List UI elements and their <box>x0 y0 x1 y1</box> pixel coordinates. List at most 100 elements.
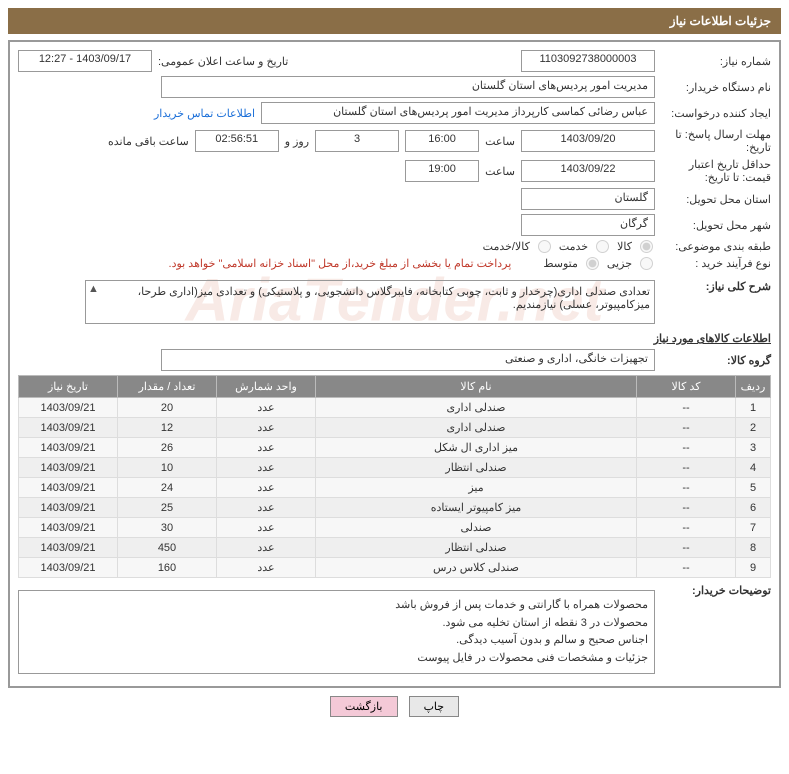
table-cell: 6 <box>736 498 771 518</box>
table-cell: عدد <box>217 538 316 558</box>
th-row: ردیف <box>736 376 771 398</box>
items-table: ردیف کد کالا نام کالا واحد شمارش تعداد /… <box>18 375 771 578</box>
note-line: اجناس صحیح و سالم و بدون آسیب دیدگی. <box>25 632 648 650</box>
cat-goods: کالا <box>617 240 632 253</box>
th-code: کد کالا <box>637 376 736 398</box>
delivery-province-label: استان محل تحویل: <box>661 193 771 206</box>
process-label: نوع فرآیند خرید : <box>661 257 771 270</box>
table-cell: عدد <box>217 498 316 518</box>
table-cell: 1403/09/21 <box>19 498 118 518</box>
table-cell: 3 <box>736 438 771 458</box>
reply-date: 1403/09/20 <box>521 130 655 152</box>
table-cell: صندلی اداری <box>316 398 637 418</box>
min-validity-time: 19:00 <box>405 160 479 182</box>
reply-deadline-label: مهلت ارسال پاسخ: تا تاریخ: <box>661 128 771 154</box>
table-cell: عدد <box>217 418 316 438</box>
desc-text: تعدادی صندلی اداری(چرخدار و ثابت، چوبی ک… <box>138 286 650 311</box>
table-cell: میز <box>316 478 637 498</box>
table-row: 7--صندلیعدد301403/09/21 <box>19 518 771 538</box>
table-cell: عدد <box>217 518 316 538</box>
table-row: 4--صندلی انتظارعدد101403/09/21 <box>19 458 771 478</box>
desc-box: ▲ تعدادی صندلی اداری(چرخدار و ثابت، چوبی… <box>85 280 655 324</box>
table-cell: 1 <box>736 398 771 418</box>
table-cell: میز اداری ال شکل <box>316 438 637 458</box>
min-validity-date: 1403/09/22 <box>521 160 655 182</box>
cat-service: خدمت <box>559 240 588 253</box>
category-label: طبقه بندی موضوعی: <box>661 240 771 253</box>
table-cell: عدد <box>217 558 316 578</box>
proc-medium: متوسط <box>543 257 578 270</box>
buyer-label: نام دستگاه خریدار: <box>661 81 771 94</box>
table-cell: 4 <box>736 458 771 478</box>
note-line: محصولات همراه با گارانتی و خدمات پس از ف… <box>25 597 648 615</box>
scroll-up-icon[interactable]: ▲ <box>88 283 99 295</box>
time-label-2: ساعت <box>485 165 515 178</box>
table-cell: صندلی انتظار <box>316 538 637 558</box>
proc-small: جزیی <box>607 257 632 270</box>
radio-goods[interactable] <box>640 240 653 253</box>
radio-medium[interactable] <box>586 257 599 270</box>
table-cell: عدد <box>217 398 316 418</box>
announce-label: تاریخ و ساعت اعلان عمومی: <box>158 55 288 68</box>
table-cell: 1403/09/21 <box>19 518 118 538</box>
buyer-notes-label: توضیحات خریدار: <box>661 584 771 597</box>
table-cell: صندلی انتظار <box>316 458 637 478</box>
desc-label: شرح کلی نیاز: <box>661 280 771 293</box>
group-value: تجهیزات خانگی، اداری و صنعتی <box>161 349 655 371</box>
print-button[interactable]: چاپ <box>409 696 460 717</box>
table-cell: 2 <box>736 418 771 438</box>
radio-service[interactable] <box>596 240 609 253</box>
th-unit: واحد شمارش <box>217 376 316 398</box>
delivery-city: گرگان <box>521 214 655 236</box>
table-cell: صندلی کلاس درس <box>316 558 637 578</box>
items-section-title: اطلاعات کالاهای مورد نیاز <box>18 332 771 345</box>
contact-link[interactable]: اطلاعات تماس خریدار <box>154 107 255 120</box>
table-cell: 160 <box>118 558 217 578</box>
table-cell: -- <box>637 538 736 558</box>
table-cell: -- <box>637 418 736 438</box>
table-row: 1--صندلی اداریعدد201403/09/21 <box>19 398 771 418</box>
radio-small[interactable] <box>640 257 653 270</box>
buyer-notes-box: محصولات همراه با گارانتی و خدمات پس از ف… <box>18 590 655 674</box>
main-frame: AriaTender.net شماره نیاز: 1103092738000… <box>8 40 781 688</box>
table-cell: -- <box>637 558 736 578</box>
delivery-city-label: شهر محل تحویل: <box>661 219 771 232</box>
th-qty: تعداد / مقدار <box>118 376 217 398</box>
need-number-value: 1103092738000003 <box>521 50 655 72</box>
table-cell: -- <box>637 478 736 498</box>
table-row: 6--میز کامپیوتر ایستادهعدد251403/09/21 <box>19 498 771 518</box>
page-header: جزئیات اطلاعات نیاز <box>8 8 781 34</box>
table-cell: 1403/09/21 <box>19 458 118 478</box>
table-cell: 12 <box>118 418 217 438</box>
table-row: 8--صندلی انتظارعدد4501403/09/21 <box>19 538 771 558</box>
reply-time: 16:00 <box>405 130 479 152</box>
table-cell: 20 <box>118 398 217 418</box>
table-cell: 7 <box>736 518 771 538</box>
table-cell: -- <box>637 498 736 518</box>
back-button[interactable]: بازگشت <box>330 696 398 717</box>
pay-note: پرداخت تمام یا بخشی از مبلغ خرید،از محل … <box>169 257 512 270</box>
table-cell: 1403/09/21 <box>19 558 118 578</box>
group-label: گروه کالا: <box>661 354 771 367</box>
table-cell: 25 <box>118 498 217 518</box>
table-cell: 1403/09/21 <box>19 438 118 458</box>
need-number-label: شماره نیاز: <box>661 55 771 68</box>
min-validity-label: حداقل تاریخ اعتبار قیمت: تا تاریخ: <box>661 158 771 184</box>
table-cell: 450 <box>118 538 217 558</box>
table-cell: 1403/09/21 <box>19 398 118 418</box>
remain-label: ساعت باقی مانده <box>108 135 189 148</box>
table-cell: صندلی <box>316 518 637 538</box>
table-cell: -- <box>637 518 736 538</box>
days-label: روز و <box>285 135 309 148</box>
table-row: 3--میز اداری ال شکلعدد261403/09/21 <box>19 438 771 458</box>
table-cell: 30 <box>118 518 217 538</box>
table-cell: میز کامپیوتر ایستاده <box>316 498 637 518</box>
radio-both[interactable] <box>538 240 551 253</box>
table-cell: 1403/09/21 <box>19 478 118 498</box>
table-cell: -- <box>637 398 736 418</box>
table-cell: 8 <box>736 538 771 558</box>
table-cell: عدد <box>217 478 316 498</box>
buyer-value: مدیریت امور پردیس‌های استان گلستان <box>161 76 655 98</box>
table-cell: صندلی اداری <box>316 418 637 438</box>
table-cell: عدد <box>217 438 316 458</box>
